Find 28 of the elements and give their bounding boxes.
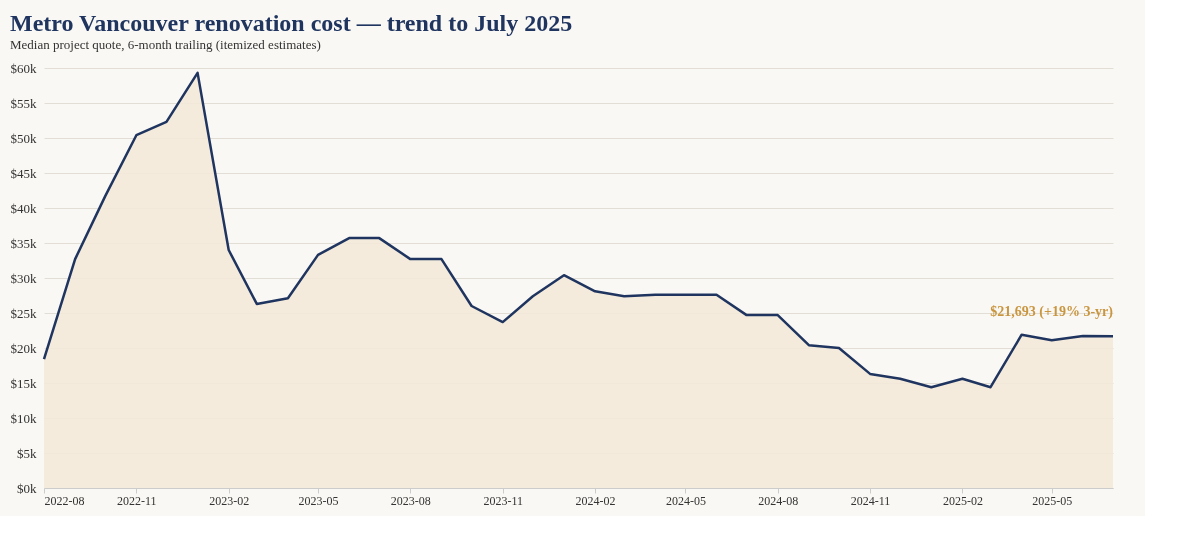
x-tick-label: 2024-08	[758, 493, 799, 508]
y-tick-label: $20k	[10, 340, 37, 356]
chart-subtitle: Median project quote, 6-month trailing (itemized estimates)	[10, 37, 321, 52]
y-tick-label: $10k	[10, 410, 37, 426]
x-tick-label: 2022-11	[117, 493, 157, 508]
x-tick-label: 2025-05	[1032, 493, 1073, 508]
y-tick-label: $5k	[17, 445, 37, 461]
y-tick-label: $15k	[10, 375, 37, 391]
y-tick-label: $25k	[10, 305, 37, 321]
x-tick-label: 2024-02	[575, 493, 616, 508]
x-tick-label: 2023-02	[209, 493, 250, 508]
y-tick-label: $30k	[10, 270, 37, 286]
annotation: $21,693 (+19% 3-yr)	[990, 304, 1114, 321]
x-tick-label: 2024-05	[665, 493, 706, 508]
chart-title: Metro Vancouver renovation cost — trend to July 2025	[10, 10, 573, 36]
y-tick-label: $50k	[10, 130, 37, 146]
x-tick-label: 2023-11	[483, 493, 523, 508]
x-tick-label: 2023-05	[298, 493, 339, 508]
x-tick-label: 2025-02	[942, 493, 983, 508]
y-tick-label: $55k	[10, 95, 37, 111]
y-tick-label: $35k	[10, 235, 37, 251]
y-tick-label: $0k	[17, 480, 37, 496]
y-tick-label: $60k	[10, 60, 37, 76]
y-tick-label: $45k	[10, 165, 37, 181]
x-tick-label: 2024-11	[850, 493, 891, 508]
x-tick-label: 2023-08	[390, 493, 431, 508]
x-tick-label: 2022-08	[44, 493, 85, 508]
y-tick-label: $40k	[10, 200, 37, 216]
